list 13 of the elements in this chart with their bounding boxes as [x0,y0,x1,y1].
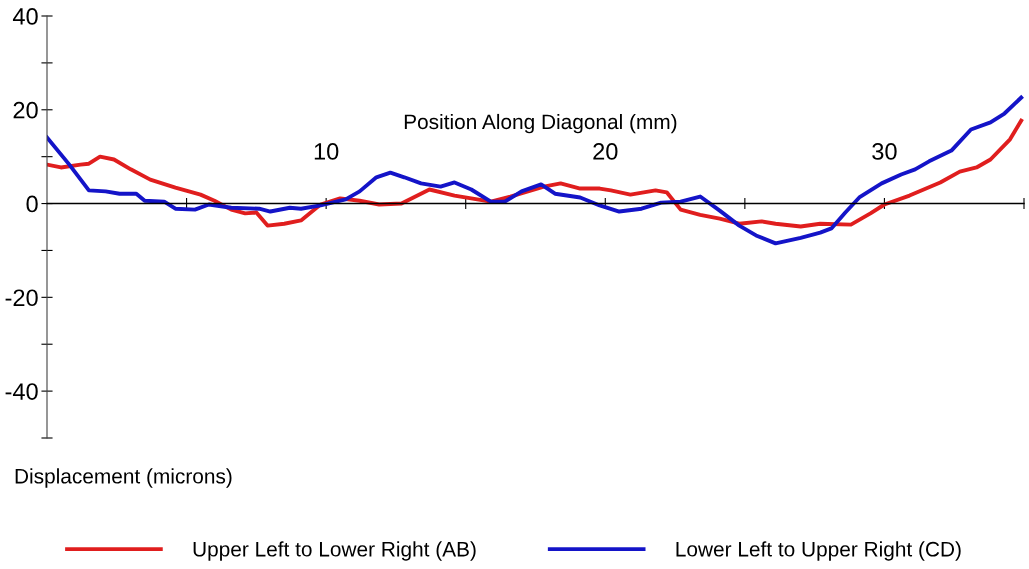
x-tick-label: 20 [593,143,618,160]
y-tick-label: -20 [5,289,38,307]
x-tick-label: 30 [872,143,897,160]
y-tick-label: 20 [13,101,38,119]
y-axis-title: Displacement (microns) [15,468,232,488]
line-series [47,95,1024,246]
y-tick-label: 40 [12,8,38,25]
y-tick-label: -40 [5,383,38,400]
x-axis-title: Position Along Diagonal (mm) [404,113,677,134]
x-tick-label: 10 [314,143,339,160]
legend-label: Lower Left to Upper Right (CD) [676,541,961,561]
legend-label: Upper Left to Lower Right (AB) [193,541,476,561]
y-tick-label: 0 [26,195,38,213]
